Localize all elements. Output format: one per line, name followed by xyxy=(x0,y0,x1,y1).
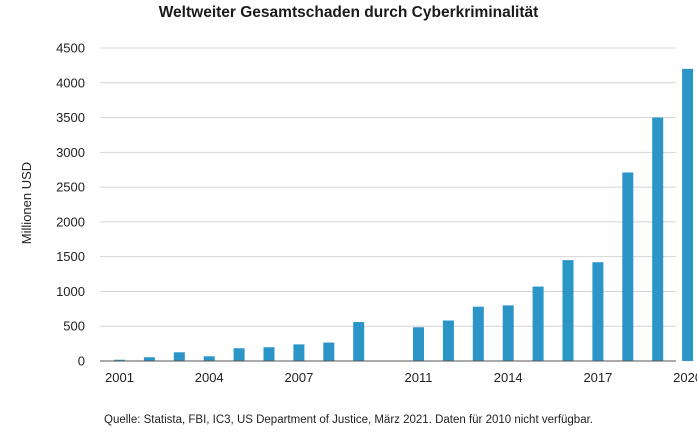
chart-title: Weltweiter Gesamtschaden durch Cyberkrim… xyxy=(158,4,539,21)
x-tick-label: 2001 xyxy=(105,370,134,385)
x-axis-ticks: 2001 2004 2007 2011 2014 2017 2020 xyxy=(105,370,697,385)
bar-2011 xyxy=(413,327,424,361)
y-tick-label: 1000 xyxy=(56,284,85,299)
y-axis-label: Millionen USD xyxy=(19,162,34,244)
y-tick-label: 3500 xyxy=(56,110,85,125)
bar-2004 xyxy=(203,356,215,361)
bar-2005 xyxy=(233,348,245,361)
bar-2012 xyxy=(442,320,454,361)
y-tick-label: 1500 xyxy=(56,249,85,264)
x-tick-label: 2011 xyxy=(405,370,433,385)
bar-2003 xyxy=(173,352,185,361)
y-tick-label: 0 xyxy=(78,354,85,369)
bar-2009 xyxy=(353,322,365,361)
bar-2001 xyxy=(114,359,125,361)
source-note: Quelle: Statista, FBI, IC3, US Departmen… xyxy=(104,414,593,426)
y-tick-label: 2500 xyxy=(56,180,85,195)
x-tick-label: 2007 xyxy=(284,370,313,385)
y-axis-ticks: 0 500 1000 1500 2000 2500 3000 3500 4000 4500 xyxy=(56,41,85,369)
bar-2002 xyxy=(143,357,155,361)
bar-2018 xyxy=(622,172,634,361)
bar-2007 xyxy=(293,344,305,361)
x-tick-label: 2020 xyxy=(673,370,697,385)
bar-2019 xyxy=(652,117,664,361)
y-tick-label: 4500 xyxy=(56,41,85,56)
y-tick-label: 2000 xyxy=(56,214,85,229)
y-tick-label: 500 xyxy=(63,319,85,334)
x-tick-label: 2017 xyxy=(583,370,612,385)
bar-2008 xyxy=(323,342,335,361)
bar-2020 xyxy=(682,68,694,361)
bar-2013 xyxy=(472,306,484,361)
bar-2015 xyxy=(532,286,544,361)
x-tick-label: 2004 xyxy=(195,370,224,385)
bar-2017 xyxy=(592,262,604,361)
bar-2014 xyxy=(502,305,514,361)
bar-2016 xyxy=(562,260,574,361)
bar-2006 xyxy=(263,347,275,361)
y-tick-label: 3000 xyxy=(56,145,85,160)
x-tick-label: 2014 xyxy=(494,370,523,385)
bars xyxy=(114,68,694,361)
gridlines xyxy=(100,47,676,327)
y-tick-label: 4000 xyxy=(56,75,85,90)
